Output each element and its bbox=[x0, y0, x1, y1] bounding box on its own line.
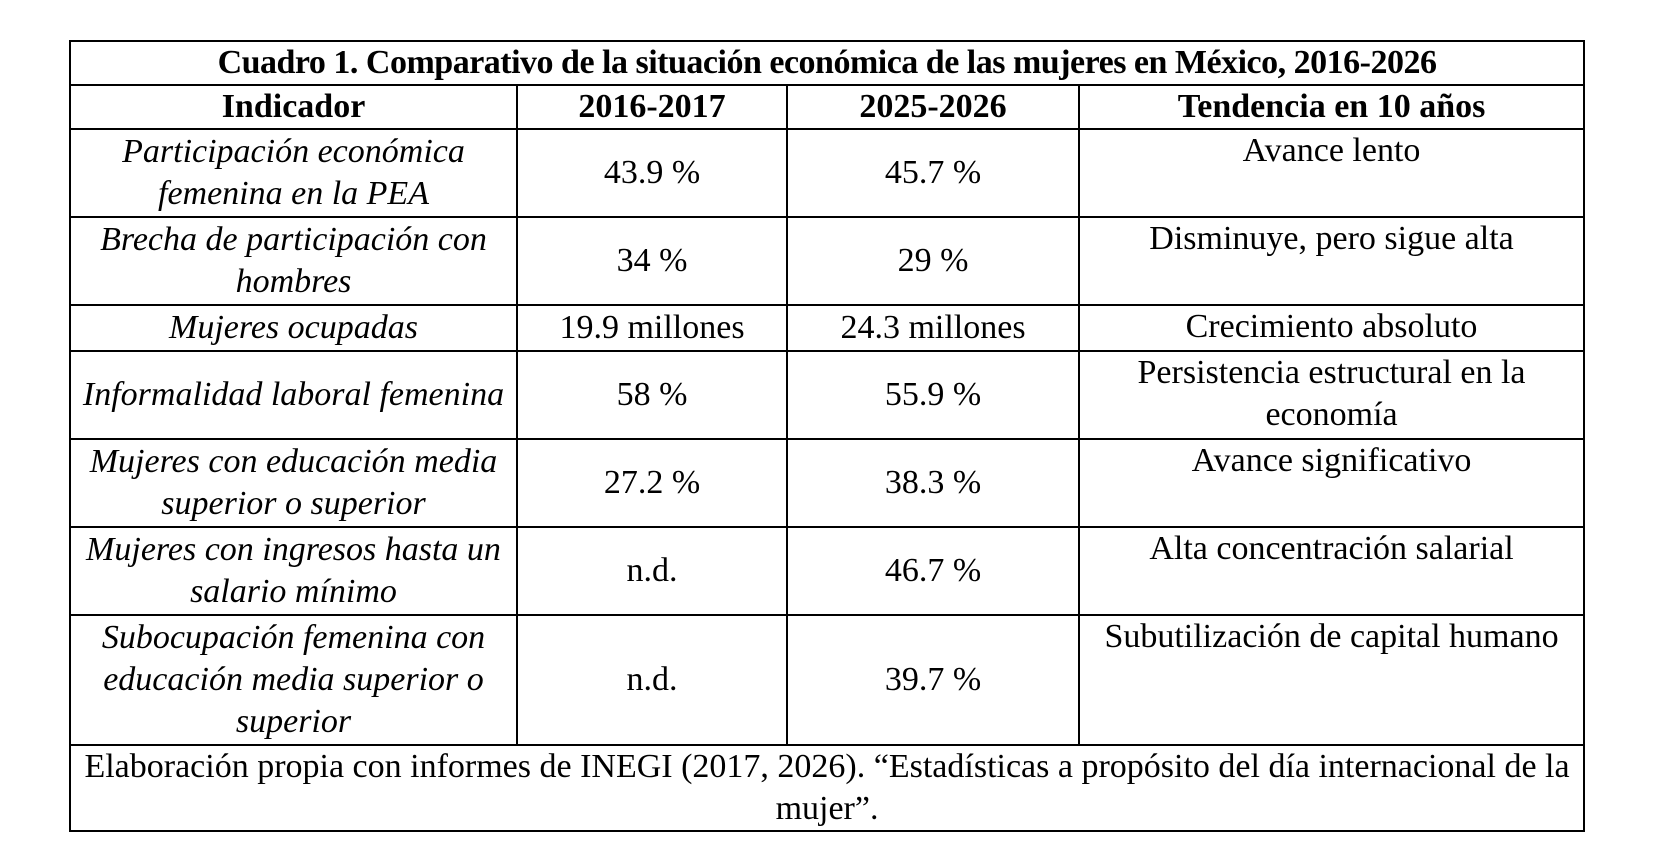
header-trend: Tendencia en 10 años bbox=[1077, 84, 1586, 130]
trend-cell: Crecimiento absoluto bbox=[1077, 304, 1586, 352]
value-2016-cell: 34 % bbox=[516, 216, 788, 306]
trend-cell: Alta concentración salarial bbox=[1077, 526, 1586, 616]
value-2016-cell: n.d. bbox=[516, 526, 788, 616]
value-2025-cell: 46.7 % bbox=[786, 526, 1080, 616]
indicator-cell: Subocupación femenina con educación medi… bbox=[69, 614, 518, 746]
value-2025-cell: 24.3 millones bbox=[786, 304, 1080, 352]
header-2025-2026: 2025-2026 bbox=[786, 84, 1080, 130]
table-row: Informalidad laboral femenina 58 % 55.9 … bbox=[69, 350, 1586, 440]
value-2025-cell: 38.3 % bbox=[786, 438, 1080, 528]
comparison-table-container: Cuadro 1. Comparativo de la situación ec… bbox=[68, 40, 1586, 832]
value-2025-cell: 29 % bbox=[786, 216, 1080, 306]
value-2016-cell: 43.9 % bbox=[516, 128, 788, 218]
table-row: Mujeres con ingresos hasta un salario mí… bbox=[69, 526, 1586, 616]
trend-cell: Avance lento bbox=[1077, 128, 1586, 218]
source-note: Elaboración propia con informes de INEGI… bbox=[68, 744, 1586, 832]
table-row: Subocupación femenina con educación medi… bbox=[69, 614, 1586, 746]
header-2016-2017: 2016-2017 bbox=[516, 84, 788, 130]
table-header-row: Indicador 2016-2017 2025-2026 Tendencia … bbox=[69, 84, 1586, 130]
value-2025-cell: 45.7 % bbox=[786, 128, 1080, 218]
table-caption-row: Cuadro 1. Comparativo de la situación ec… bbox=[68, 40, 1586, 86]
table-row: Mujeres con educación media superior o s… bbox=[69, 438, 1586, 528]
indicator-cell: Mujeres con educación media superior o s… bbox=[69, 438, 518, 528]
table-caption: Cuadro 1. Comparativo de la situación ec… bbox=[68, 40, 1586, 86]
value-2025-cell: 55.9 % bbox=[786, 350, 1080, 440]
value-2016-cell: 19.9 millones bbox=[516, 304, 788, 352]
table-footer-row: Elaboración propia con informes de INEGI… bbox=[68, 744, 1586, 832]
trend-cell: Disminuye, pero sigue alta bbox=[1077, 216, 1586, 306]
value-2016-cell: n.d. bbox=[516, 614, 788, 746]
table-row: Participación económica femenina en la P… bbox=[69, 128, 1586, 218]
table-row: Mujeres ocupadas 19.9 millones 24.3 mill… bbox=[69, 304, 1586, 352]
indicator-cell: Mujeres con ingresos hasta un salario mí… bbox=[69, 526, 518, 616]
trend-cell: Persistencia estructural en la economía bbox=[1077, 350, 1586, 440]
trend-cell: Subutilización de capital humano bbox=[1077, 614, 1586, 746]
header-indicator: Indicador bbox=[69, 84, 518, 130]
trend-cell: Avance significativo bbox=[1077, 438, 1586, 528]
comparison-table: Cuadro 1. Comparativo de la situación ec… bbox=[68, 40, 1586, 832]
indicator-cell: Mujeres ocupadas bbox=[69, 304, 518, 352]
value-2025-cell: 39.7 % bbox=[786, 614, 1080, 746]
indicator-cell: Participación económica femenina en la P… bbox=[69, 128, 518, 218]
indicator-cell: Informalidad laboral femenina bbox=[69, 350, 518, 440]
indicator-cell: Brecha de participación con hombres bbox=[69, 216, 518, 306]
table-row: Brecha de participación con hombres 34 %… bbox=[69, 216, 1586, 306]
value-2016-cell: 27.2 % bbox=[516, 438, 788, 528]
value-2016-cell: 58 % bbox=[516, 350, 788, 440]
